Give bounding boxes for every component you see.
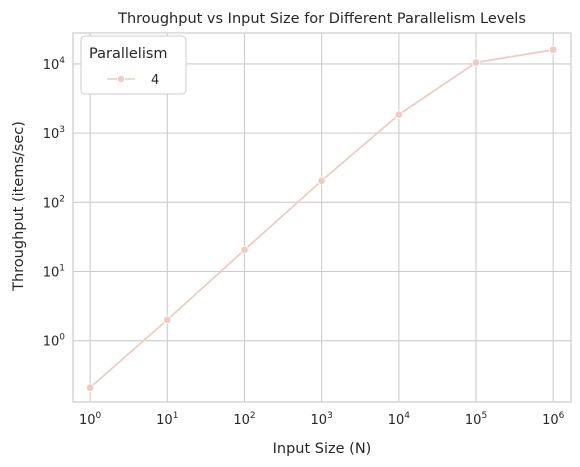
legend: Parallelism 4: [80, 35, 187, 95]
y-tick-label: 102: [43, 194, 65, 211]
data-point: [317, 176, 326, 185]
legend-series-label: 4: [151, 73, 159, 88]
axes-frame: [72, 32, 572, 403]
y-tick-label: 104: [43, 56, 66, 73]
y-tick-label: 101: [43, 264, 65, 281]
x-tick-label: 105: [465, 411, 487, 428]
x-tick-label: 102: [233, 411, 255, 428]
data-point: [85, 383, 95, 392]
x-tick-label: 106: [542, 411, 565, 428]
x-axis-label: Input Size (N): [273, 441, 372, 457]
data-point: [240, 245, 249, 255]
data-point: [471, 58, 481, 67]
series-layer: [85, 45, 558, 392]
axes-border: [72, 32, 572, 403]
x-tick-label: 100: [79, 411, 102, 428]
legend-series-marker: [117, 75, 126, 84]
tick-labels: 100 101 102 103 104 105 106 100 101 102 103 104: [43, 56, 565, 428]
x-tick-label: 103: [311, 411, 333, 428]
y-tick-label: 100: [43, 333, 66, 350]
x-tick-label: 104: [388, 411, 411, 428]
data-point: [163, 315, 172, 325]
y-tick-label: 103: [43, 125, 65, 142]
data-point: [394, 110, 404, 119]
y-axis-label: Throughput (items/sec): [11, 121, 27, 292]
legend-title: Parallelism: [89, 46, 168, 62]
legend-box: [80, 35, 187, 95]
x-tick-label: 101: [156, 411, 178, 428]
chart-title: Throughput vs Input Size for Different P…: [117, 11, 526, 27]
data-point: [549, 45, 558, 55]
grid-lines: [73, 33, 571, 402]
